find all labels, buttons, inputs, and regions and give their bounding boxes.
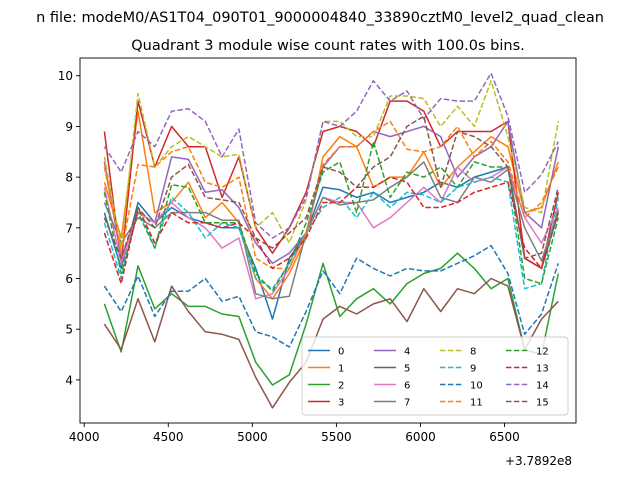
legend-label-2: 2	[338, 381, 344, 392]
legend-label-12: 12	[536, 347, 549, 358]
series-line-11	[103, 120, 559, 270]
legend-label-4: 4	[404, 347, 410, 358]
legend-box	[301, 336, 569, 416]
series-line-8	[103, 80, 560, 249]
series-line-4	[103, 120, 560, 265]
legend-label-5: 5	[404, 364, 410, 375]
legend-label-9: 9	[470, 364, 476, 375]
figure-suptitle: n file: modeM0/AS1T04_090T01_9000004840_…	[36, 10, 604, 26]
legend-label-13: 13	[536, 364, 549, 375]
legend-label-15: 15	[536, 398, 549, 409]
chart-title: Quadrant 3 module wise count rates with …	[131, 38, 525, 54]
x-axis-offset-label: +3.7892e8	[505, 454, 572, 468]
legend-label-1: 1	[338, 364, 344, 375]
series-line-5	[103, 277, 559, 409]
y-tick-label: 10	[58, 69, 73, 83]
y-tick-label: 4	[65, 373, 73, 387]
axes-frame	[79, 57, 577, 424]
y-tick-label: 7	[65, 221, 73, 235]
legend-label-14: 14	[536, 381, 549, 392]
series-line-12	[103, 140, 560, 292]
series-line-10	[103, 244, 560, 348]
y-tick-label: 6	[65, 272, 73, 286]
x-tick-label: 4500	[153, 430, 184, 444]
legend-label-3: 3	[338, 398, 344, 409]
x-tick-label: 6000	[405, 430, 436, 444]
legend-label-6: 6	[404, 381, 410, 392]
legend-label-11: 11	[470, 398, 483, 409]
x-tick-label: 5000	[237, 430, 268, 444]
plot-area: 4000 4500 5000 5500 6000 65004567891001234567…	[58, 57, 577, 444]
y-tick-label: 5	[65, 323, 73, 337]
legend-label-10: 10	[470, 381, 483, 392]
series-lines	[103, 72, 560, 409]
y-tick-label: 9	[65, 120, 73, 134]
legend-label-0: 0	[338, 347, 344, 358]
series-line-1	[103, 110, 560, 300]
series-line-3	[103, 100, 560, 270]
x-tick-label: 6500	[489, 430, 520, 444]
series-line-14	[103, 72, 559, 239]
legend-label-7: 7	[404, 398, 410, 409]
y-tick-label: 8	[65, 171, 73, 185]
legend-label-8: 8	[470, 347, 476, 358]
series-line-15	[103, 115, 560, 259]
x-tick-label: 5500	[321, 430, 352, 444]
series-line-13	[103, 176, 560, 285]
x-tick-label: 4000	[69, 430, 100, 444]
